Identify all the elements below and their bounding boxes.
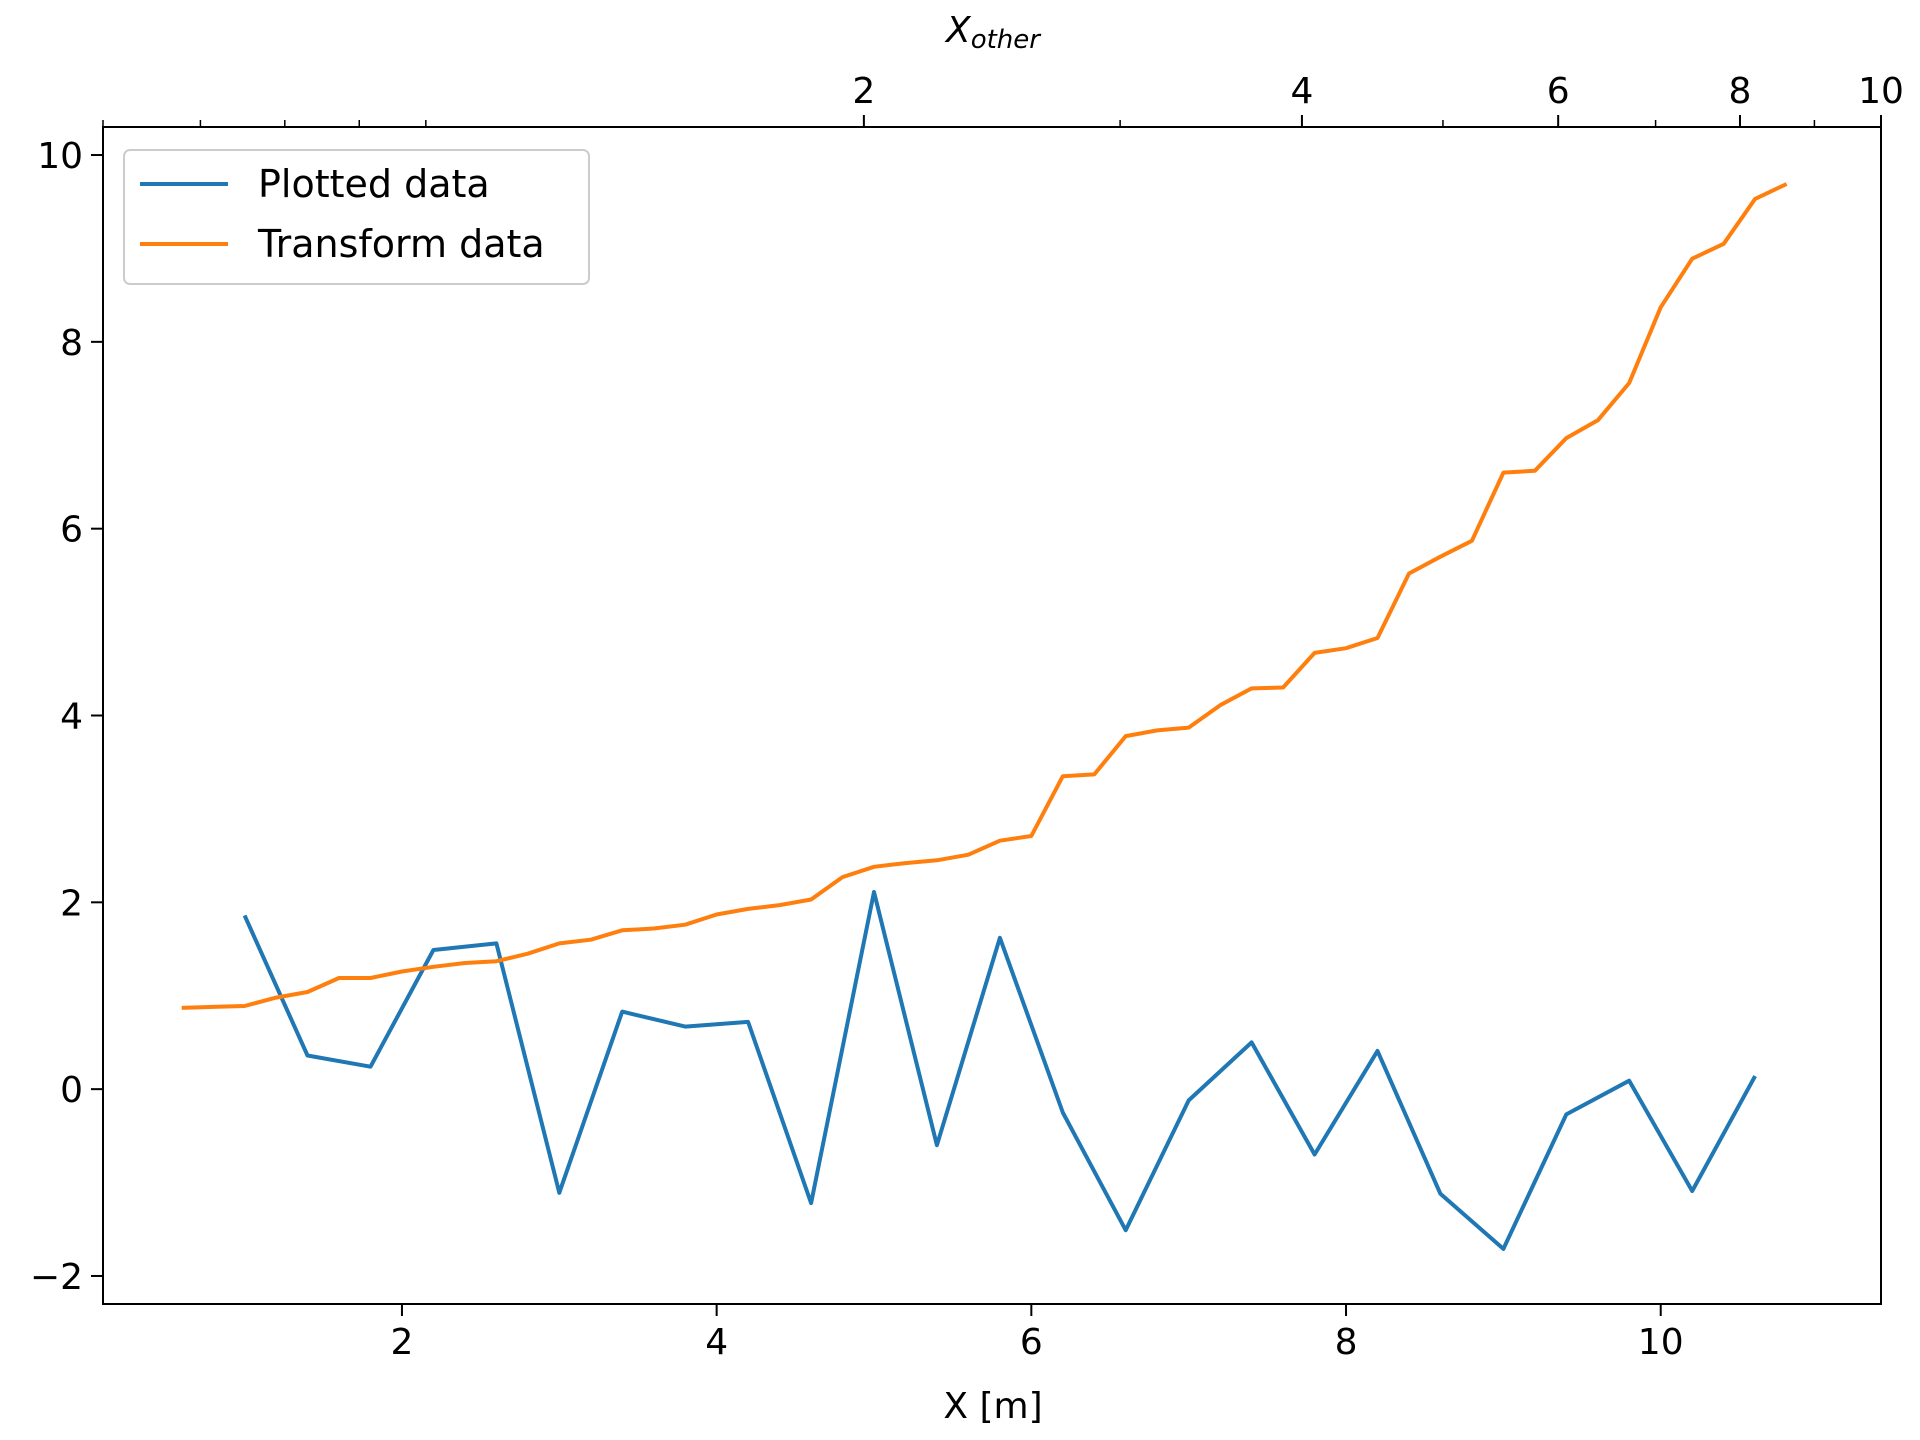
legend-box [123, 149, 590, 285]
legend-label-plotted-data: Plotted data [258, 162, 490, 206]
y-tick-label: 10 [37, 136, 83, 177]
top-axis: 2 4 6 8 10 [102, 71, 1904, 127]
legend-label-transform-data: Transform data [257, 222, 545, 266]
y-tick-label: −2 [30, 1257, 83, 1298]
top-x-axis-label-base: X [944, 10, 972, 51]
plot-lines [181, 182, 1788, 1251]
top-x-tick-label: 8 [1729, 71, 1752, 112]
y-tick-label: 8 [60, 323, 83, 364]
left-axis: −2 0 2 4 6 8 10 [30, 136, 103, 1298]
y-tick-label: 4 [60, 697, 83, 738]
y-tick-label: 0 [60, 1070, 83, 1111]
series-line-transform-data [181, 182, 1788, 1010]
x-tick-label: 10 [1638, 1322, 1684, 1363]
top-x-tick-label: 4 [1290, 71, 1313, 112]
top-x-axis-label: Xother [944, 10, 1042, 55]
y-tick-label: 2 [60, 883, 83, 924]
series-line-plotted-data [242, 890, 1757, 1251]
legend: Plotted data Transform data [123, 149, 590, 285]
x-tick-label: 6 [1020, 1322, 1043, 1363]
top-x-tick-label: 10 [1858, 71, 1904, 112]
x-tick-label: 2 [391, 1322, 414, 1363]
top-x-tick-label: 2 [852, 71, 875, 112]
top-x-axis-label-sub: other [971, 25, 1043, 55]
bottom-axis: 2 4 6 8 10 [391, 1304, 1684, 1363]
y-tick-label: 6 [60, 510, 83, 551]
top-x-tick-label: 6 [1547, 71, 1570, 112]
x-tick-label: 8 [1335, 1322, 1358, 1363]
x-tick-label: 4 [705, 1322, 728, 1363]
x-axis-label: X [m] [943, 1386, 1042, 1427]
